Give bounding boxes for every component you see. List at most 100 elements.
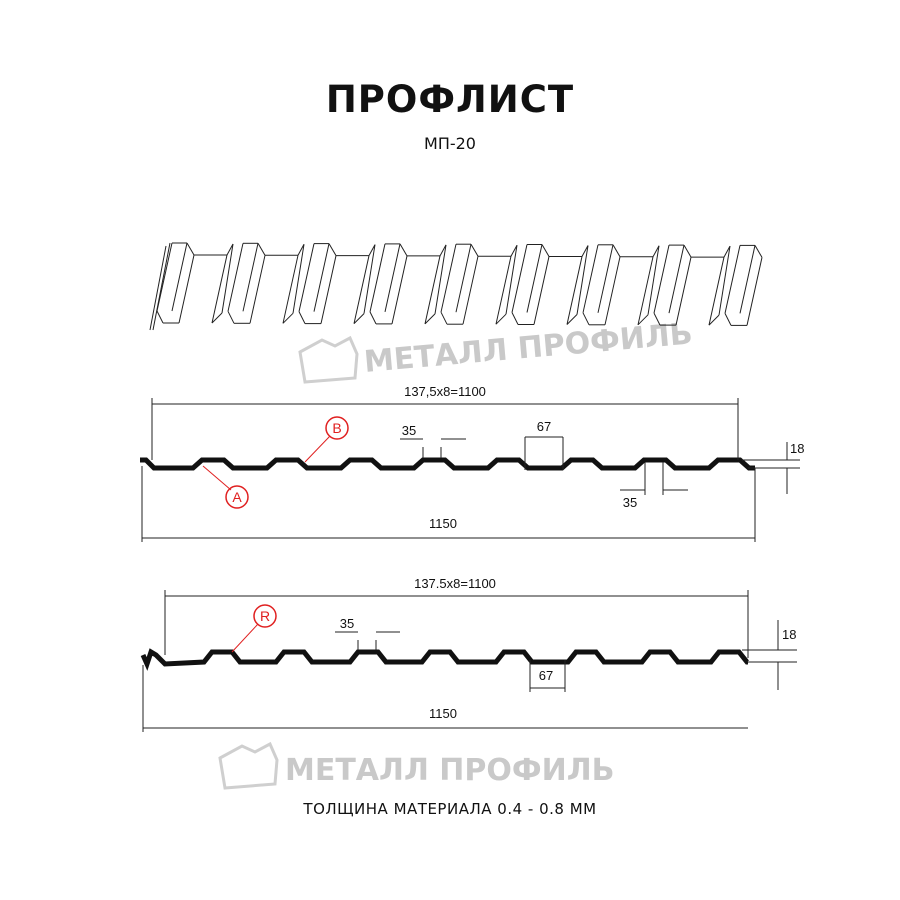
sheet-edge [505, 245, 518, 315]
sheet-edge [186, 242, 195, 256]
sheet-edge [171, 242, 188, 312]
model-subtitle: МП-20 [424, 134, 476, 153]
sheet-edge [754, 245, 763, 258]
profile-r: 137.5x8=1100 1150 35 67 18 R [140, 576, 797, 732]
page-title: ПРОФЛИСТ [325, 78, 575, 121]
watermark-bottom: МЕТАЛЛ ПРОФИЛЬ [218, 741, 615, 790]
marker-r: R [260, 608, 270, 624]
sheet-edge [424, 255, 441, 325]
sheet-edge [439, 244, 447, 257]
sheet-edge [526, 244, 543, 313]
sheet-edge [297, 244, 305, 256]
sheet-edge [652, 245, 660, 258]
sheet-edge [653, 312, 661, 326]
valley-width-label: 67 [537, 419, 551, 434]
sheet-edge [211, 312, 223, 324]
sheet-edge [369, 243, 386, 313]
sheet-edge [708, 256, 725, 326]
profile-r-line [140, 648, 749, 671]
sheet-edge [391, 255, 408, 325]
sheet-edge [221, 243, 234, 314]
sheet-edge [368, 244, 376, 256]
watermark-logo-icon [218, 741, 279, 790]
valley-width-label: 67 [539, 668, 553, 683]
sheet-edge [604, 256, 621, 325]
sheet-edge [152, 242, 171, 331]
sheet-edge [399, 243, 408, 257]
sheet-edge [683, 244, 692, 258]
sheet-edge [249, 255, 266, 324]
height-label: 18 [782, 627, 796, 642]
sheet-edge [718, 246, 731, 316]
sheet-edge [455, 244, 472, 313]
sheet-edge [434, 244, 447, 314]
sheet-edge [178, 254, 195, 324]
crest-width-label-2: 35 [623, 495, 637, 510]
sheet-edge [298, 243, 315, 312]
sheet-edge [511, 312, 519, 325]
sheet-edge [511, 244, 528, 313]
crest-width-label: 35 [340, 616, 354, 631]
sheet-edge [723, 245, 731, 258]
sheet-edge [746, 257, 763, 326]
sheet-edge [470, 243, 479, 257]
sheet-edge [637, 314, 649, 326]
marker-a: A [232, 489, 242, 505]
sheet-edge [384, 243, 401, 313]
sheet-edge [739, 245, 756, 314]
sheet-edge [149, 245, 167, 331]
sheet-edge [566, 314, 578, 325]
dimension-1100-label: 137.5x8=1100 [414, 576, 496, 591]
sheet-edge [211, 254, 228, 324]
sheet-edge [533, 256, 550, 325]
sheet-edge [581, 245, 589, 257]
sheet-edge [227, 311, 235, 324]
sheet-edge [440, 311, 448, 325]
sheet-edge [566, 256, 583, 325]
sheet-edge [668, 244, 685, 314]
profile-a: 137,5x8=1100 1150 35 67 35 18 A B [140, 384, 804, 542]
sheet-edge [242, 243, 259, 312]
sheet-edge [424, 313, 436, 325]
sheet-edge [724, 245, 741, 314]
material-thickness: ТОЛЩИНА МАТЕРИАЛА 0.4 - 0.8 ММ [303, 800, 597, 818]
svg-text:МЕТАЛЛ ПРОФИЛЬ: МЕТАЛЛ ПРОФИЛЬ [285, 753, 615, 788]
sheet-edge [227, 243, 244, 312]
sheet-edge [369, 311, 377, 325]
dimension-1150-label: 1150 [429, 706, 457, 721]
sheet-edge [282, 312, 294, 324]
sheet-edge [156, 310, 164, 324]
sheet-edge [510, 244, 518, 257]
sheet-edge [653, 244, 670, 314]
sheet-edge [582, 244, 599, 313]
sheet-edge [541, 244, 550, 257]
dimension-1150-label: 1150 [429, 516, 457, 531]
sheet-edge [612, 244, 621, 258]
sheet-edge [226, 243, 234, 256]
sheet-edge [282, 255, 299, 324]
sheet-edge [675, 256, 692, 326]
sheet-edge [708, 314, 720, 326]
sheet-edge [313, 243, 330, 312]
sheet-edge [320, 255, 337, 324]
sheet-edge [462, 256, 479, 325]
crest-width-label: 35 [402, 423, 416, 438]
sheet-edge [495, 313, 507, 325]
sheet-edge [597, 244, 614, 313]
height-label: 18 [790, 441, 804, 456]
watermark-top: МЕТАЛЛ ПРОФИЛЬ [298, 316, 694, 384]
sheet-edge [328, 243, 337, 256]
sheet-edge [495, 256, 512, 325]
dimension-1100-label: 137,5x8=1100 [404, 384, 486, 399]
watermark-logo-icon [298, 335, 359, 384]
sheet-edge [724, 313, 732, 326]
sheet-edge [637, 256, 654, 325]
sheet-edge [257, 243, 266, 256]
sheet-edge [363, 244, 376, 314]
sheet-edge [292, 244, 305, 314]
profile-a-line [140, 457, 755, 471]
sheet-edge [353, 313, 365, 324]
sheet-edge [647, 245, 660, 315]
marker-b: B [332, 420, 341, 436]
